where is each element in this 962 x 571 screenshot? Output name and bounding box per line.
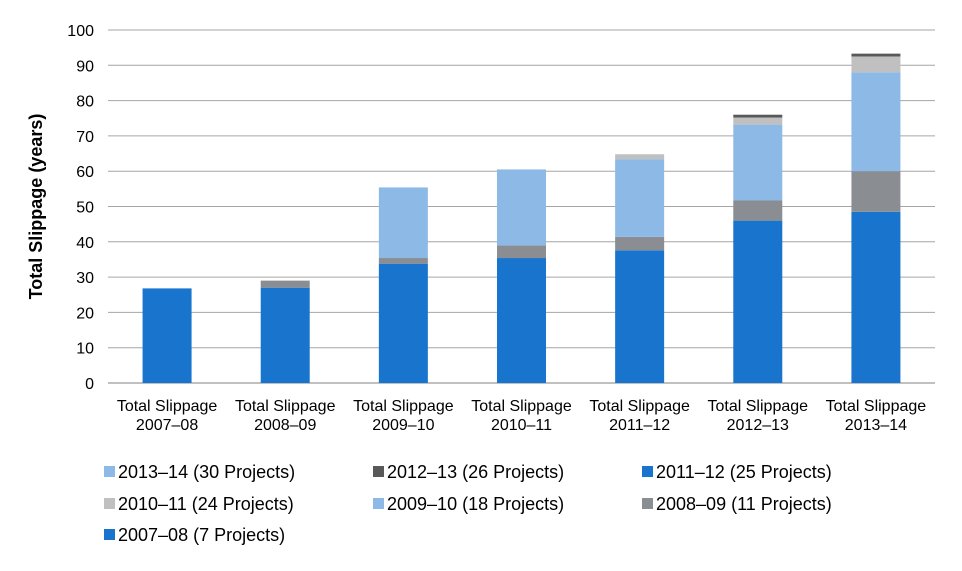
legend-label: 2010–11 (24 Projects) (118, 494, 294, 514)
x-tick-label: Total Slippage (471, 398, 572, 415)
bar-segment (260, 280, 310, 288)
bar-segment (615, 159, 665, 237)
bar-segment (733, 124, 783, 201)
x-tick-label: 2008–09 (254, 417, 316, 434)
x-tick-label: Total Slippage (235, 398, 336, 415)
legend-swatch (642, 466, 653, 477)
bar-stack (615, 154, 665, 383)
bar-segment (497, 245, 546, 259)
x-tick-label: 2010–11 (491, 417, 552, 434)
y-axis-label: Total Slippage (years) (26, 114, 46, 300)
bar-segment (142, 288, 192, 383)
y-tick-label: 80 (76, 94, 94, 111)
bar-segment (851, 56, 901, 73)
bar-segment (851, 171, 901, 212)
legend: 2013–14 (30 Projects) 2012–13 (26 Project… (104, 462, 832, 545)
bar-stack (378, 187, 428, 383)
bar-segment (733, 117, 783, 125)
bar-stack (260, 280, 310, 383)
bar-stack (851, 53, 901, 383)
bar-segment (851, 72, 901, 172)
legend-swatch (373, 498, 384, 509)
bar-stack (497, 169, 546, 383)
bar-segment (615, 250, 665, 383)
bar-segment (851, 211, 901, 383)
bar-segment (378, 258, 428, 264)
x-axis: Total Slippage 2007–08 Total Slippage 2008–… (117, 398, 926, 434)
legend-item: 2011–12 (25 Projects) (642, 462, 832, 482)
legend-swatch (104, 498, 115, 509)
legend-swatch (104, 529, 115, 540)
bar-segment (615, 236, 665, 251)
bar-segment (733, 200, 783, 221)
legend-swatch (104, 466, 115, 477)
bar-segment (260, 287, 310, 383)
bar-segment (615, 154, 665, 160)
legend-item: 2009–10 (18 Projects) (373, 494, 564, 514)
x-tick-label: 2007–08 (136, 417, 198, 434)
x-tick-label: 2012–13 (727, 417, 789, 434)
legend-label: 2013–14 (30 Projects) (118, 462, 295, 482)
legend-item: 2010–11 (24 Projects) (104, 494, 294, 514)
x-tick-label: 2009–10 (372, 417, 434, 434)
bar-segment (378, 263, 428, 383)
bar-segment (497, 258, 546, 383)
y-tick-label: 90 (76, 58, 94, 75)
legend-label: 2011–12 (25 Projects) (656, 462, 832, 482)
bar-segment (733, 220, 783, 383)
y-tick-label: 10 (76, 341, 94, 358)
x-tick-label: Total Slippage (589, 398, 690, 415)
legend-label: 2009–10 (18 Projects) (387, 494, 564, 514)
legend-item: 2008–09 (11 Projects) (642, 494, 832, 514)
bar-stack (142, 288, 192, 383)
y-tick-label: 30 (76, 270, 94, 287)
y-tick-label: 50 (76, 200, 94, 217)
legend-item: 2012–13 (26 Projects) (373, 462, 564, 482)
bar-stacks (142, 53, 901, 383)
x-tick-label: 2013–14 (845, 417, 907, 434)
x-tick-label: Total Slippage (708, 398, 809, 415)
y-tick-label: 0 (85, 376, 94, 393)
bar-stack (733, 114, 783, 383)
legend-swatch (642, 498, 653, 509)
x-tick-label: Total Slippage (117, 398, 218, 415)
legend-label: 2012–13 (26 Projects) (387, 462, 564, 482)
bar-segment (497, 169, 546, 246)
y-axis: 0 10 20 30 40 50 60 70 80 90 100 (67, 23, 94, 393)
legend-label: 2008–09 (11 Projects) (656, 494, 832, 514)
y-tick-label: 100 (67, 23, 94, 40)
x-tick-label: Total Slippage (826, 398, 927, 415)
bar-segment (378, 187, 428, 259)
x-tick-label: 2011–12 (609, 417, 670, 434)
x-tick-label: Total Slippage (353, 398, 454, 415)
y-tick-label: 40 (76, 235, 94, 252)
bar-segment (733, 114, 783, 118)
bar-segment (851, 53, 901, 57)
y-tick-label: 60 (76, 164, 94, 181)
legend-label: 2007–08 (7 Projects) (118, 525, 285, 545)
y-tick-label: 20 (76, 305, 94, 322)
legend-item: 2013–14 (30 Projects) (104, 462, 295, 482)
legend-item: 2007–08 (7 Projects) (104, 525, 285, 545)
y-tick-label: 70 (76, 129, 94, 146)
legend-swatch (373, 466, 384, 477)
